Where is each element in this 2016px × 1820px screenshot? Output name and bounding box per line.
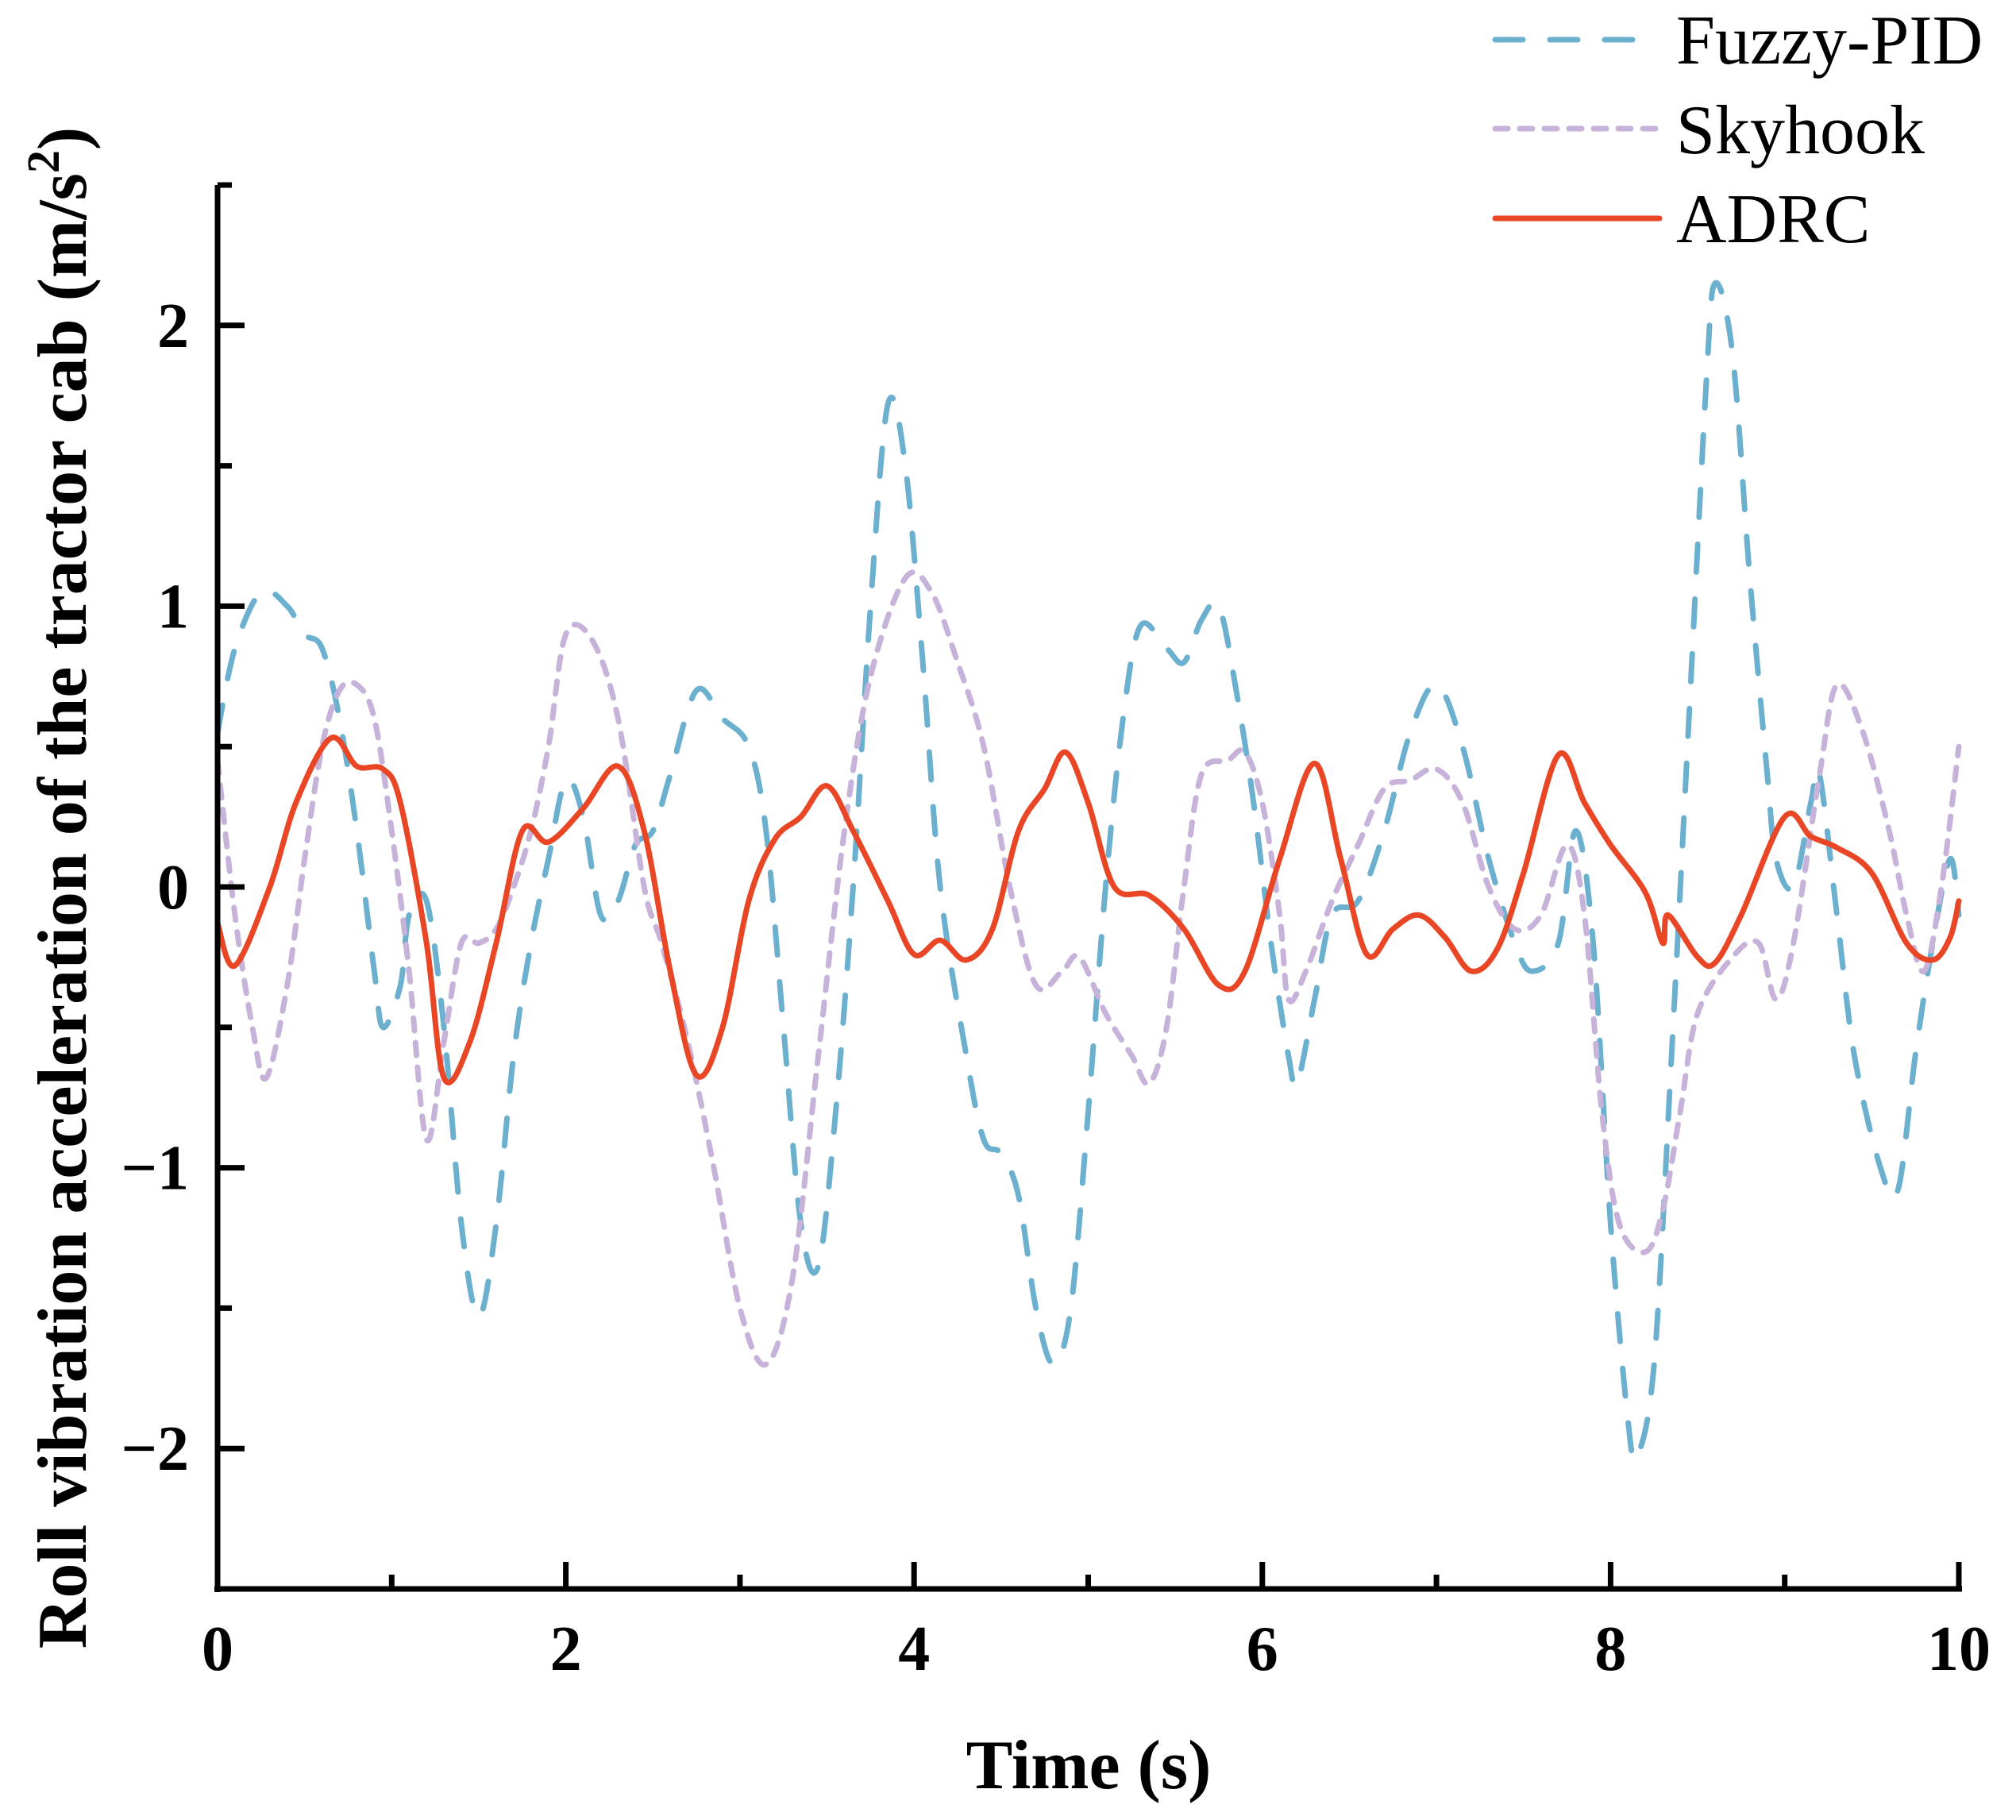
series-layer bbox=[214, 280, 1962, 1463]
y-axis-title-close: ) bbox=[25, 127, 102, 150]
legend-item-fuzzy-pid: Fuzzy-PID bbox=[1492, 2, 1983, 79]
x-axis-title: Time (s) bbox=[966, 1727, 1212, 1804]
legend: Fuzzy-PID Skyhook ADRC bbox=[1492, 2, 1983, 258]
x-tick-label: 8 bbox=[1594, 1614, 1626, 1684]
x-tick-label: 6 bbox=[1247, 1614, 1278, 1684]
series-line-adrc bbox=[214, 735, 1962, 1085]
y-tick-label: −1 bbox=[121, 1134, 189, 1204]
legend-item-skyhook: Skyhook bbox=[1492, 92, 1925, 169]
y-axis-title-superscript: 2 bbox=[17, 150, 69, 173]
y-axis-title-main: Roll vibration acceleration of the tract… bbox=[25, 173, 102, 1648]
x-tick-label: 0 bbox=[202, 1614, 233, 1684]
x-tick-label: 4 bbox=[898, 1614, 930, 1684]
y-tick-label: 1 bbox=[157, 572, 189, 642]
legend-label-skyhook: Skyhook bbox=[1676, 92, 1925, 169]
x-tick-label: 10 bbox=[1927, 1614, 1991, 1684]
legend-label-fuzzy-pid: Fuzzy-PID bbox=[1676, 2, 1983, 79]
y-axis-title: Roll vibration acceleration of the tract… bbox=[17, 127, 102, 1648]
series-line-skyhook bbox=[214, 569, 1962, 1368]
y-tick-label: −2 bbox=[121, 1414, 189, 1484]
legend-item-adrc: ADRC bbox=[1492, 181, 1871, 258]
series-line-fuzzy-pid bbox=[214, 280, 1962, 1463]
y-tick-label: 2 bbox=[157, 291, 189, 361]
legend-label-adrc: ADRC bbox=[1676, 181, 1871, 258]
x-tick-label: 2 bbox=[550, 1614, 582, 1684]
ticks-layer: 0 2 4 6 8 10 −2 −1 0 1 2 bbox=[121, 182, 1991, 1684]
axes-layer bbox=[214, 185, 1962, 1592]
y-tick-label: 0 bbox=[157, 853, 189, 923]
